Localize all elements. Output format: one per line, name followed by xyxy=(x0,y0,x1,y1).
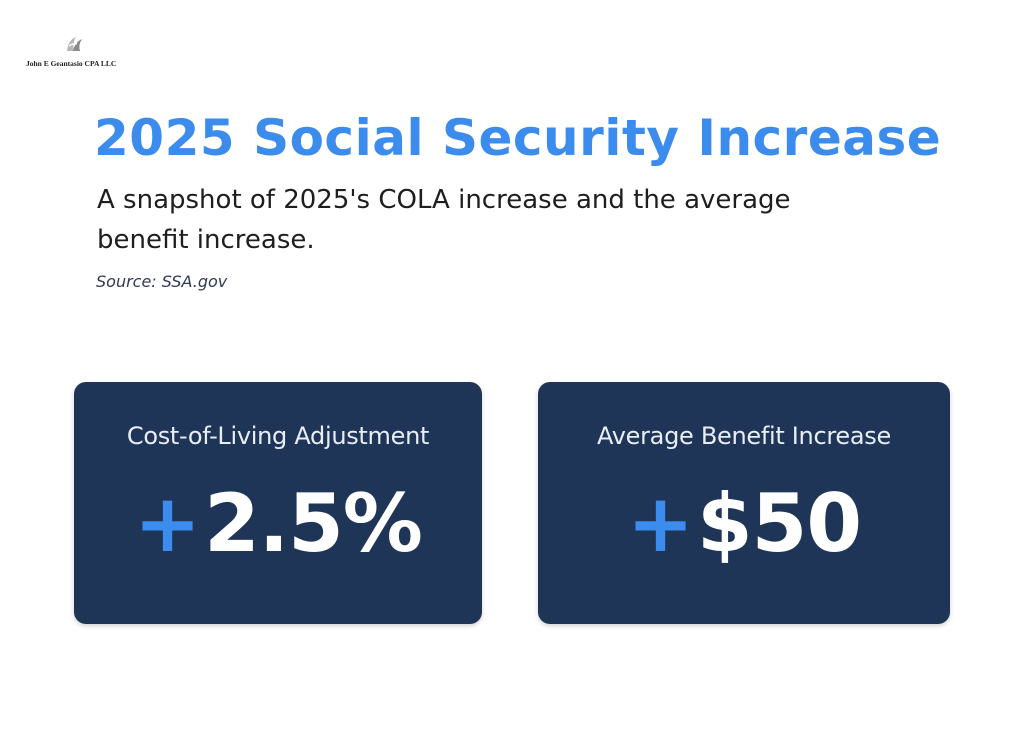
cola-label: Cost-of-Living Adjustment xyxy=(126,422,430,450)
source-note: Source: SSA.gov xyxy=(96,272,228,291)
plus-sign: + xyxy=(134,477,201,570)
firm-name: John E Geantasio CPA LLC xyxy=(26,59,117,68)
cola-value: +2.5% xyxy=(74,474,482,574)
benefit-label: Average Benefit Increase xyxy=(597,422,891,450)
cola-card: Cost-of-Living Adjustment +2.5% xyxy=(74,382,482,624)
plus-sign: + xyxy=(626,477,694,570)
cola-number: 2.5% xyxy=(204,477,423,570)
benefit-number: $50 xyxy=(697,477,862,570)
benefit-value: +$50 xyxy=(538,474,950,574)
page-subtitle: A snapshot of 2025's COLA increase and t… xyxy=(97,185,791,255)
benefit-card: Average Benefit Increase +$50 xyxy=(538,382,950,624)
page-title: 2025 Social Security Increase xyxy=(94,109,942,167)
firm-logo-icon xyxy=(67,37,82,51)
